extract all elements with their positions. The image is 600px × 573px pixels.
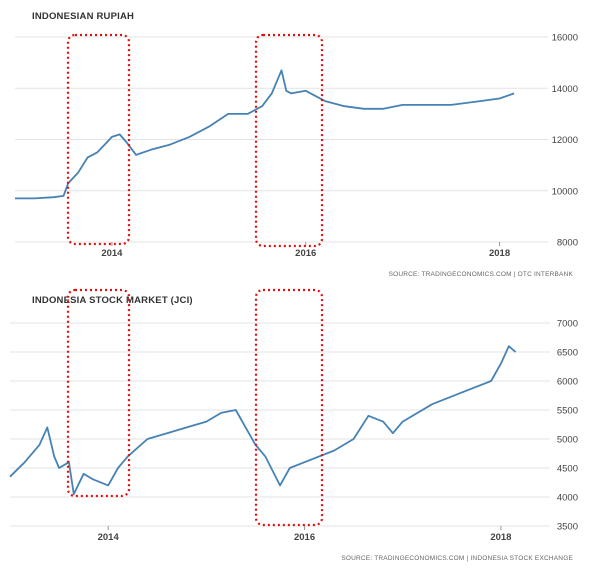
jci-chart: INDONESIA STOCK MARKET (JCI) 3500 4000 4500… bbox=[9, 288, 578, 562]
x-tick-label: 2014 bbox=[98, 532, 120, 543]
y-tick-label: 4000 bbox=[557, 493, 578, 504]
y-tick-label: 4500 bbox=[557, 464, 578, 475]
series-line bbox=[15, 69, 515, 200]
x-tick-label: 2016 bbox=[295, 248, 316, 259]
y-tick-label: 6000 bbox=[557, 377, 578, 388]
y-tick-label: 5000 bbox=[557, 435, 578, 446]
y-tick-label: 8000 bbox=[557, 238, 578, 249]
y-tick-label: 10000 bbox=[552, 186, 578, 197]
chart-title: INDONESIAN RUPIAH bbox=[32, 11, 134, 22]
y-tick-label: 12000 bbox=[552, 135, 578, 146]
y-tick-label: 6500 bbox=[557, 348, 578, 359]
y-tick-label: 14000 bbox=[552, 84, 578, 95]
chart-source: SOURCE: TRADINGECONOMICS.COM | INDONESIA… bbox=[341, 555, 573, 562]
x-tick-label: 2018 bbox=[489, 248, 510, 259]
series-line bbox=[9, 345, 517, 496]
rupiah-chart: INDONESIAN RUPIAH 8000 10000 12000 14000 1600… bbox=[15, 11, 578, 278]
y-tick-label: 7000 bbox=[557, 319, 578, 330]
y-tick-label: 16000 bbox=[552, 33, 578, 44]
y-tick-label: 5500 bbox=[557, 406, 578, 417]
chart-title: INDONESIA STOCK MARKET (JCI) bbox=[32, 295, 193, 306]
x-tick-label: 2018 bbox=[490, 532, 511, 543]
chart-source: SOURCE: TRADINGECONOMICS.COM | OTC INTER… bbox=[389, 271, 574, 278]
highlight-box bbox=[66, 33, 131, 246]
y-tick-label: 3500 bbox=[557, 522, 578, 533]
x-tick-label: 2016 bbox=[294, 532, 315, 543]
x-tick-label: 2014 bbox=[101, 248, 123, 259]
highlight-box bbox=[254, 33, 324, 248]
highlight-box bbox=[254, 288, 324, 527]
